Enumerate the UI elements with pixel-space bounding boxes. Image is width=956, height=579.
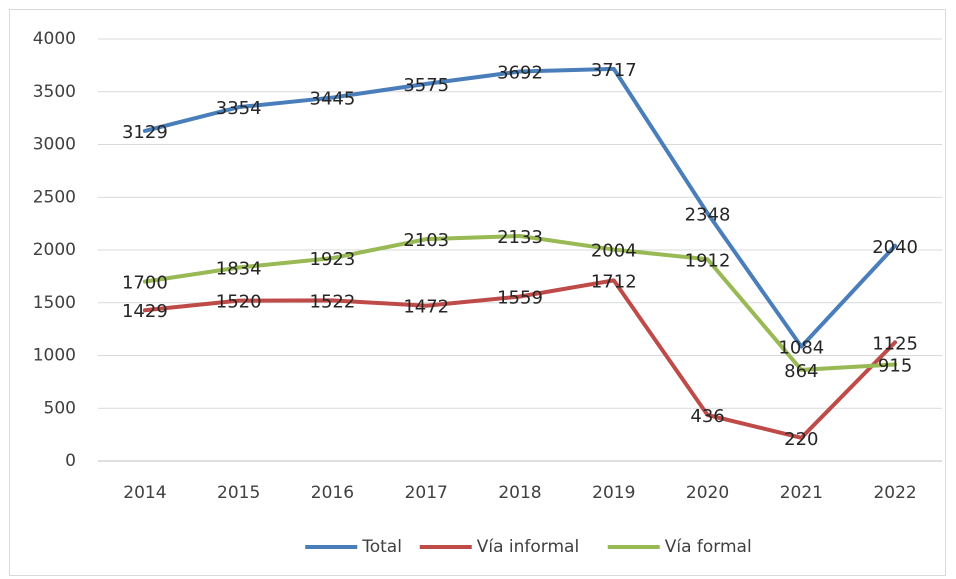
x-tick-label: 2022 — [873, 483, 916, 503]
data-label: 2348 — [685, 204, 731, 225]
data-label: 1084 — [778, 338, 824, 359]
y-tick-label: 3500 — [33, 82, 76, 102]
data-label: 3354 — [216, 98, 262, 119]
series-line — [142, 278, 898, 440]
data-label: 436 — [690, 406, 724, 427]
y-tick-label: 1500 — [33, 293, 76, 313]
data-label: 3692 — [497, 62, 543, 83]
data-label: 1472 — [403, 297, 449, 318]
x-tick-label: 2019 — [592, 483, 635, 503]
data-label: 3575 — [403, 75, 449, 96]
legend-label: Vía formal — [665, 537, 752, 557]
data-label: 864 — [784, 361, 818, 382]
legend-label: Vía informal — [477, 537, 579, 557]
x-tick-label: 2017 — [405, 483, 448, 503]
data-label: 1125 — [872, 333, 918, 354]
series-line — [142, 233, 898, 372]
legend-label: Total — [361, 537, 402, 557]
x-tick-label: 2020 — [686, 483, 729, 503]
y-tick-label: 2500 — [33, 187, 76, 207]
data-label: 1429 — [122, 301, 168, 322]
y-tick-label: 2000 — [33, 240, 76, 260]
data-label: 3129 — [122, 122, 168, 143]
data-label: 1923 — [310, 249, 356, 270]
data-label: 1712 — [591, 271, 637, 292]
y-tick-label: 3000 — [33, 135, 76, 155]
series-line — [142, 66, 898, 349]
x-tick-label: 2018 — [498, 483, 541, 503]
data-label: 2133 — [497, 227, 543, 248]
y-tick-label: 500 — [44, 398, 76, 418]
data-label: 1912 — [685, 250, 731, 271]
data-label: 1559 — [497, 288, 543, 309]
data-label: 220 — [784, 429, 818, 450]
data-label: 2040 — [872, 237, 918, 258]
data-label: 1834 — [216, 259, 262, 280]
x-tick-label: 2021 — [780, 483, 823, 503]
data-label: 1700 — [122, 273, 168, 294]
x-tick-label: 2014 — [123, 483, 166, 503]
x-tick-label: 2015 — [217, 483, 260, 503]
data-label: 915 — [878, 355, 912, 376]
y-tick-label: 4000 — [33, 29, 76, 49]
x-tick-label: 2016 — [311, 483, 354, 503]
data-label: 3445 — [310, 89, 356, 110]
data-label: 3717 — [591, 60, 637, 81]
chart-border — [9, 9, 946, 576]
y-tick-label: 1000 — [33, 346, 76, 366]
data-label: 1520 — [216, 292, 262, 313]
data-label: 2004 — [591, 241, 637, 262]
y-tick-label: 0 — [65, 451, 76, 471]
data-label: 1522 — [310, 291, 356, 312]
data-label: 2103 — [403, 230, 449, 251]
